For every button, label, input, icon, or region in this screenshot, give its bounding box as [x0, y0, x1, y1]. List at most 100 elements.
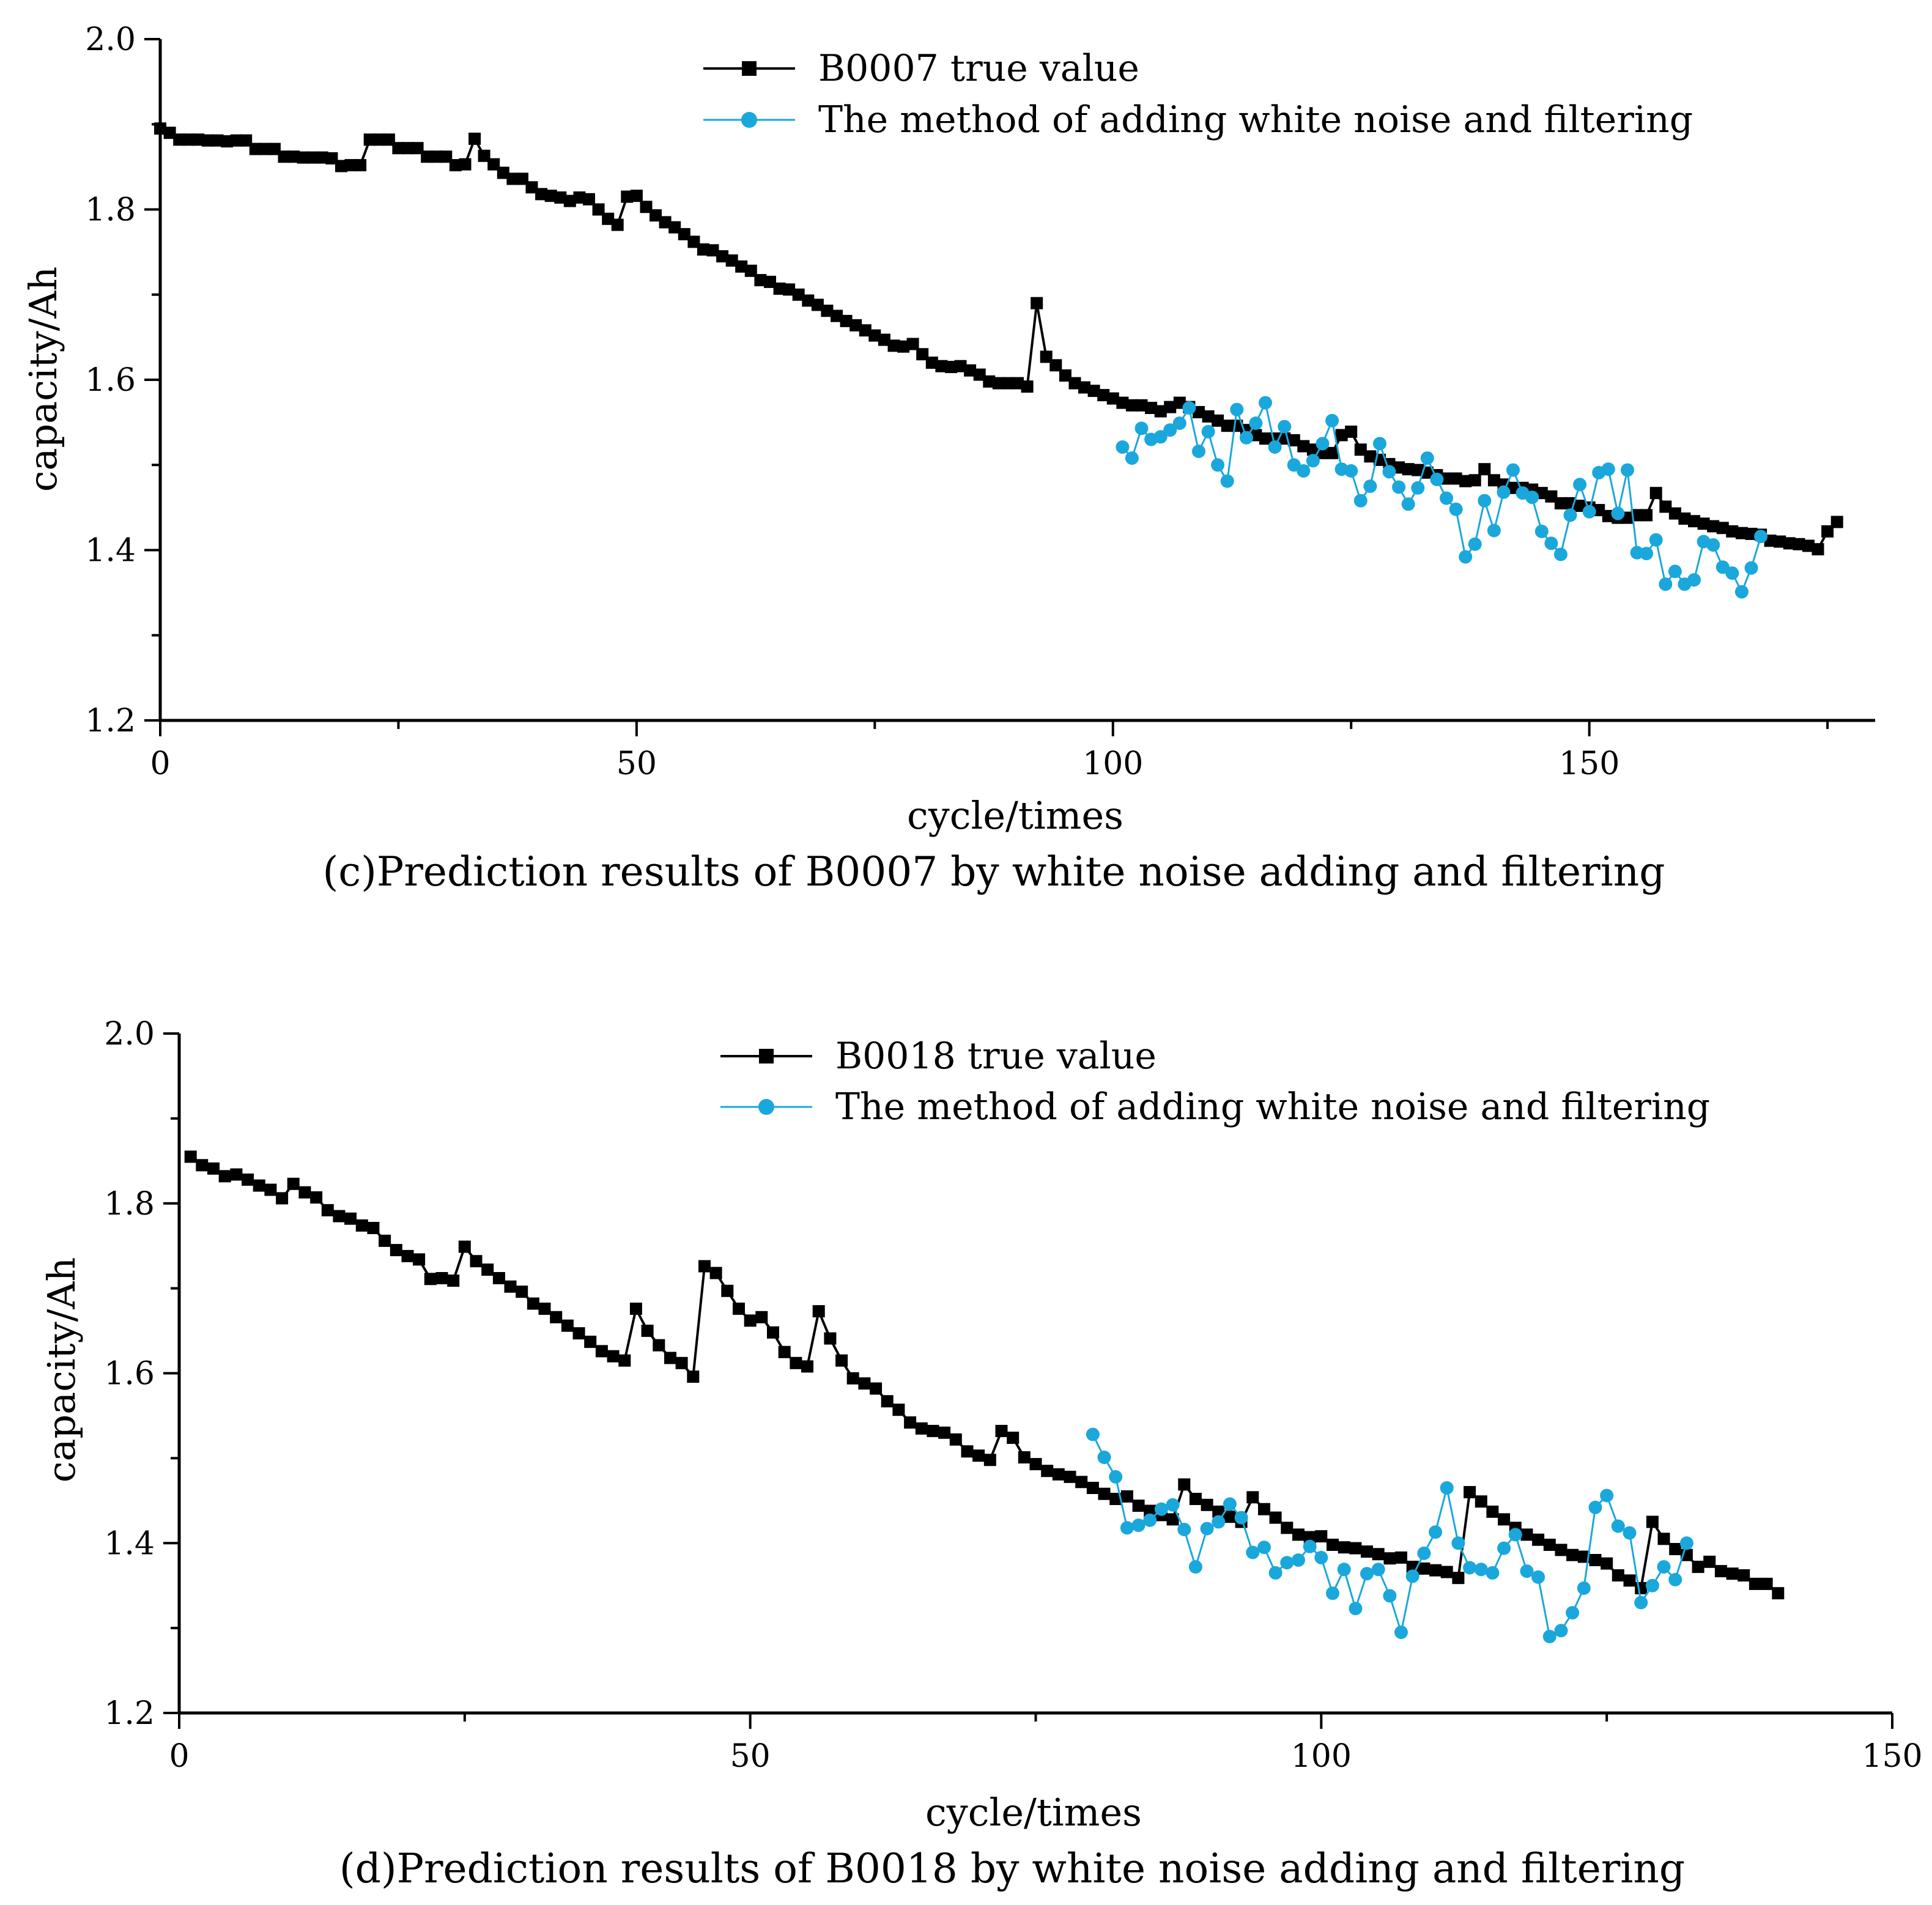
- true-value-point-c: [1106, 392, 1119, 405]
- true-value-point-d: [1612, 1569, 1624, 1581]
- true-value-point-d: [1041, 1465, 1054, 1478]
- true-value-point-c: [935, 360, 948, 372]
- true-value-point-c: [621, 190, 634, 203]
- true-value-point-c: [925, 357, 938, 369]
- legend-swatch-marker-prediction-d: [758, 1099, 774, 1115]
- legend-label-prediction-d: The method of adding white noise and fil…: [835, 1086, 1710, 1128]
- true-value-point-d: [744, 1314, 757, 1327]
- true-value-point-d: [253, 1179, 265, 1192]
- prediction-point-d: [1097, 1451, 1111, 1464]
- y-tick-label-c: 1.2: [85, 703, 136, 739]
- true-value-point-c: [478, 149, 490, 162]
- true-value-point-d: [1166, 1513, 1179, 1526]
- true-value-point-d: [1543, 1539, 1556, 1551]
- true-value-point-c: [230, 134, 243, 147]
- prediction-point-c: [1325, 413, 1339, 427]
- true-value-point-c: [650, 209, 662, 222]
- prediction-point-c: [1134, 421, 1149, 435]
- true-value-point-d: [1657, 1533, 1670, 1545]
- true-value-point-c: [544, 190, 557, 202]
- true-value-point-c: [1173, 396, 1186, 409]
- true-value-point-c: [1668, 507, 1681, 520]
- true-value-point-d: [584, 1336, 597, 1348]
- prediction-point-c: [1172, 416, 1186, 430]
- prediction-point-d: [1349, 1602, 1363, 1616]
- true-value-point-d: [413, 1253, 426, 1266]
- prediction-point-c: [1182, 401, 1196, 415]
- true-value-point-d: [1692, 1561, 1704, 1574]
- true-value-point-c: [725, 254, 738, 267]
- true-value-point-d: [561, 1319, 574, 1332]
- true-value-point-d: [972, 1449, 985, 1462]
- true-value-point-c: [278, 150, 291, 163]
- prediction-point-c: [1353, 494, 1368, 508]
- true-value-point-c: [1478, 463, 1491, 476]
- y-tick-label-c: 1.4: [85, 533, 136, 569]
- true-value-point-c: [1049, 359, 1062, 372]
- true-value-point-d: [949, 1433, 962, 1446]
- true-value-point-d: [242, 1173, 254, 1186]
- true-value-point-d: [1566, 1548, 1579, 1561]
- true-value-point-c: [611, 218, 624, 231]
- true-value-point-d: [1120, 1490, 1133, 1503]
- true-value-point-d: [424, 1273, 437, 1285]
- true-value-point-d: [207, 1162, 220, 1175]
- true-value-point-c: [1040, 350, 1053, 363]
- true-value-point-c: [1326, 446, 1339, 459]
- prediction-point-d: [1303, 1539, 1317, 1553]
- prediction-point-d: [1371, 1563, 1385, 1577]
- true-value-point-d: [767, 1326, 779, 1339]
- true-value-point-d: [778, 1345, 791, 1358]
- true-value-point-d: [321, 1204, 334, 1216]
- true-value-point-c: [306, 151, 319, 164]
- prediction-point-d: [1314, 1550, 1328, 1564]
- x-tick-label-d: 50: [730, 1738, 771, 1775]
- true-value-point-c: [1202, 410, 1215, 423]
- true-value-point-d: [310, 1191, 323, 1204]
- true-value-point-c: [1087, 385, 1100, 398]
- true-value-point-d: [607, 1350, 620, 1363]
- true-value-point-d: [1246, 1491, 1259, 1504]
- true-value-point-c: [897, 340, 910, 353]
- prediction-point-c: [1621, 463, 1634, 477]
- legend-d: B0018 true value The method of adding wh…: [720, 1035, 1710, 1128]
- true-value-point-c: [668, 221, 681, 234]
- x-tick-label-c: 50: [616, 745, 657, 782]
- prediction-point-d: [1623, 1526, 1637, 1540]
- true-value-point-c: [421, 150, 434, 163]
- y-tick-label-c: 2.0: [85, 21, 136, 58]
- true-value-point-c: [1707, 520, 1720, 533]
- y-tick-label-d: 1.4: [104, 1525, 155, 1562]
- prediction-point-c: [1611, 506, 1625, 520]
- legend-swatch-marker-true-value-d: [759, 1049, 774, 1063]
- prediction-point-c: [1668, 564, 1682, 579]
- true-value-point-c: [802, 294, 815, 307]
- true-value-point-c: [849, 319, 862, 331]
- true-value-point-d: [401, 1249, 414, 1262]
- true-value-point-d: [390, 1244, 402, 1257]
- true-value-point-c: [773, 283, 786, 295]
- prediction-point-c: [1392, 480, 1406, 494]
- prediction-point-c: [1116, 440, 1130, 454]
- prediction-point-d: [1326, 1586, 1339, 1600]
- true-value-point-d: [995, 1424, 1008, 1437]
- true-value-point-c: [240, 134, 253, 147]
- true-value-point-d: [824, 1332, 837, 1345]
- true-value-point-c: [1297, 440, 1310, 453]
- true-value-point-d: [1772, 1587, 1785, 1600]
- prediction-point-c: [1163, 423, 1177, 437]
- true-value-point-d: [1327, 1539, 1339, 1551]
- prediction-point-c: [1497, 485, 1511, 499]
- prediction-point-c: [1534, 524, 1549, 538]
- true-value-point-d: [1418, 1562, 1430, 1575]
- prediction-point-d: [1486, 1566, 1500, 1580]
- true-value-point-d: [379, 1234, 391, 1247]
- true-value-point-c: [821, 305, 834, 317]
- true-value-point-c: [1812, 543, 1824, 556]
- true-value-point-c: [1259, 432, 1271, 445]
- true-value-point-c: [706, 244, 719, 257]
- true-value-point-c: [878, 333, 890, 346]
- prediction-point-d: [1268, 1566, 1282, 1580]
- true-value-point-c: [678, 227, 690, 240]
